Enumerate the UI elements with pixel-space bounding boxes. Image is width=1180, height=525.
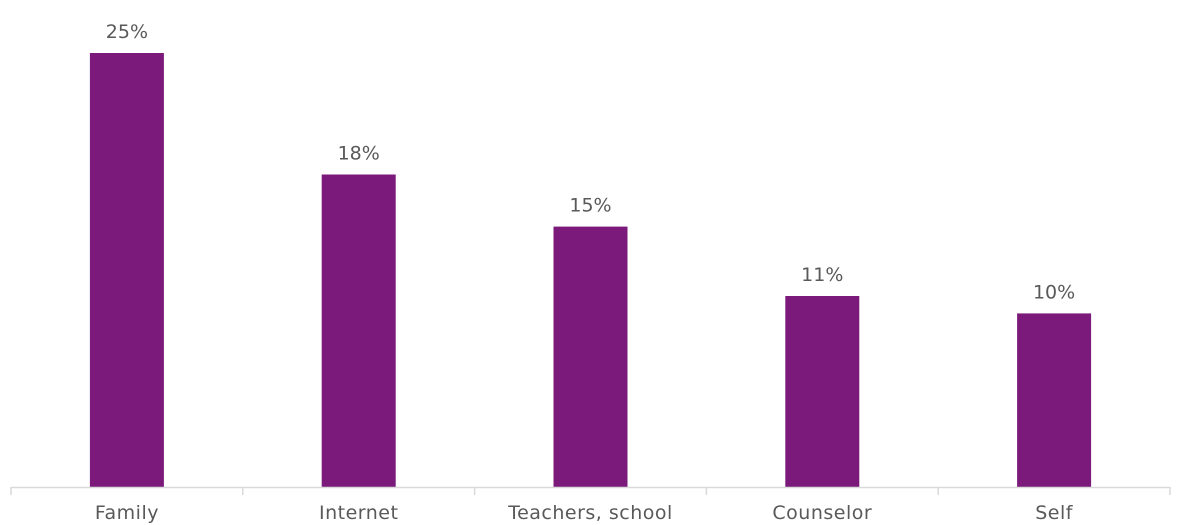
value-label: 11% [801,264,843,286]
bar-family [89,53,164,487]
value-labels-group: 25% 18% 15% 11% 10% [106,21,1075,303]
x-tick-label: Counselor [772,502,872,524]
x-axis-labels-group: Family Internet Teachers, school Counselor S… [95,502,1074,524]
bars-group [89,53,1092,487]
x-axis-ticks-group [10,487,1171,495]
bar-counselor [785,296,860,487]
value-label: 10% [1033,281,1075,303]
value-label: 15% [569,195,611,217]
bar-teachers-school [553,226,628,487]
bar-self [1017,313,1092,487]
x-tick-label: Teachers, school [507,502,673,524]
value-label: 18% [338,143,380,165]
x-tick-label: Self [1035,502,1074,524]
bar-internet [321,174,396,487]
x-tick-label: Internet [319,502,398,524]
x-tick-label: Family [95,502,159,524]
value-label: 25% [106,21,148,43]
